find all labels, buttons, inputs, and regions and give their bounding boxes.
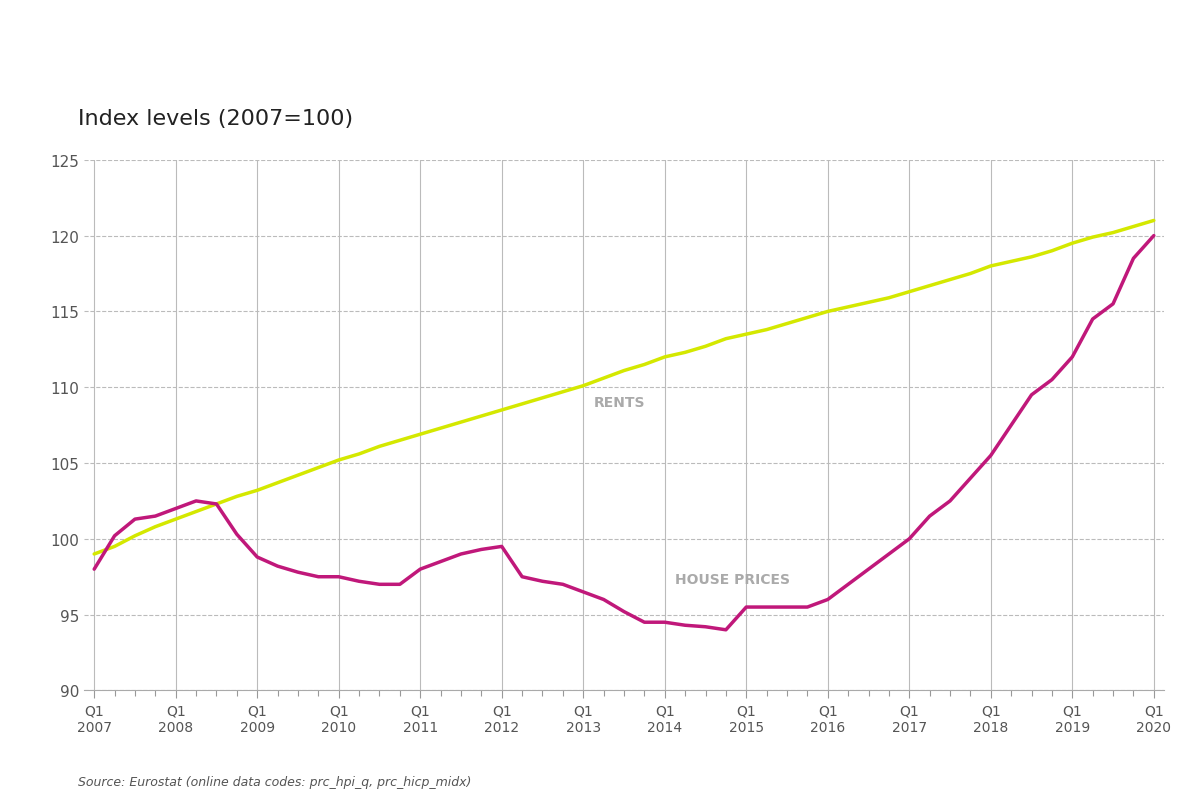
Text: Index levels (2007=100): Index levels (2007=100) (78, 108, 353, 128)
Text: RENTS: RENTS (594, 395, 644, 410)
Text: Source: Eurostat (online data codes: prc_hpi_q, prc_hicp_midx): Source: Eurostat (online data codes: prc… (78, 776, 472, 789)
Text: HOUSE PRICES: HOUSE PRICES (674, 573, 790, 586)
